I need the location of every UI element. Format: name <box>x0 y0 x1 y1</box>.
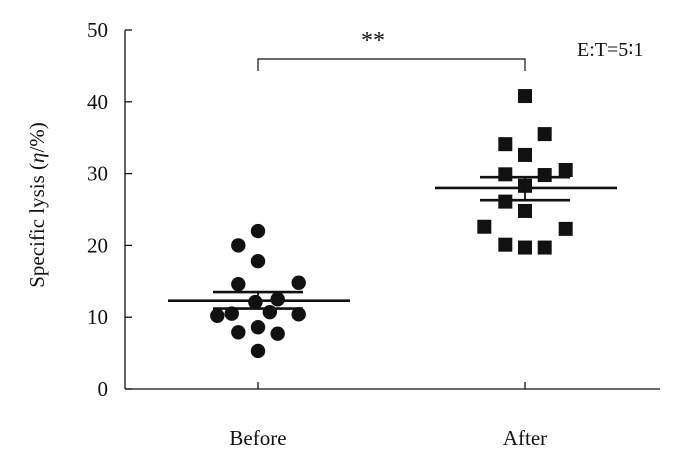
axes: 0 10 20 30 40 50 Before After <box>87 18 660 450</box>
significance-marker: ** <box>361 28 385 54</box>
point-after-6 <box>558 163 573 178</box>
point-before-11 <box>231 325 246 340</box>
point-before-12 <box>250 320 266 335</box>
y-axis-label-suffix: /%) <box>25 122 49 152</box>
bracket-line <box>257 58 526 71</box>
y-tick-label-40: 40 <box>87 90 108 114</box>
point-before-10 <box>291 307 306 322</box>
y-axis-label-symbol: η <box>25 153 49 163</box>
y-tick-label-10: 10 <box>87 305 108 329</box>
point-after-4 <box>498 167 513 182</box>
point-before-0 <box>250 223 266 239</box>
y-axis-label: Specific lysis (η/%) <box>25 122 49 288</box>
x-category-label-after: After <box>503 426 547 450</box>
point-before-4 <box>291 275 306 290</box>
data-marks <box>210 89 573 359</box>
point-after-3 <box>518 147 532 162</box>
point-after-14 <box>537 240 552 255</box>
point-before-1 <box>231 238 246 253</box>
point-before-6 <box>248 294 263 310</box>
point-after-10 <box>477 219 492 234</box>
point-before-8 <box>224 306 239 321</box>
point-after-13 <box>518 240 532 255</box>
point-after-5 <box>537 168 552 183</box>
point-after-11 <box>558 221 573 236</box>
significance-bracket <box>257 58 526 71</box>
y-tick-label-50: 50 <box>87 18 108 42</box>
point-after-8 <box>498 194 513 209</box>
et-ratio-annotation: E:T=5∶1 <box>577 39 643 61</box>
point-before-9 <box>262 304 278 320</box>
y-tick-label-30: 30 <box>87 162 108 186</box>
point-before-13 <box>270 326 285 341</box>
point-before-14 <box>250 343 266 359</box>
mean-sem-lines <box>168 175 617 310</box>
point-before-3 <box>231 276 246 292</box>
point-before-7 <box>210 308 225 323</box>
point-after-0 <box>518 89 532 104</box>
point-after-12 <box>498 237 513 252</box>
point-after-2 <box>537 127 552 142</box>
point-before-5 <box>270 292 285 307</box>
y-axis-label-prefix: Specific lysis ( <box>25 163 49 288</box>
y-tick-label-0: 0 <box>98 377 109 401</box>
point-before-2 <box>250 253 266 269</box>
y-tick-label-20: 20 <box>87 233 108 257</box>
point-after-9 <box>518 203 532 218</box>
x-category-label-before: Before <box>229 426 286 450</box>
point-after-1 <box>498 137 513 152</box>
